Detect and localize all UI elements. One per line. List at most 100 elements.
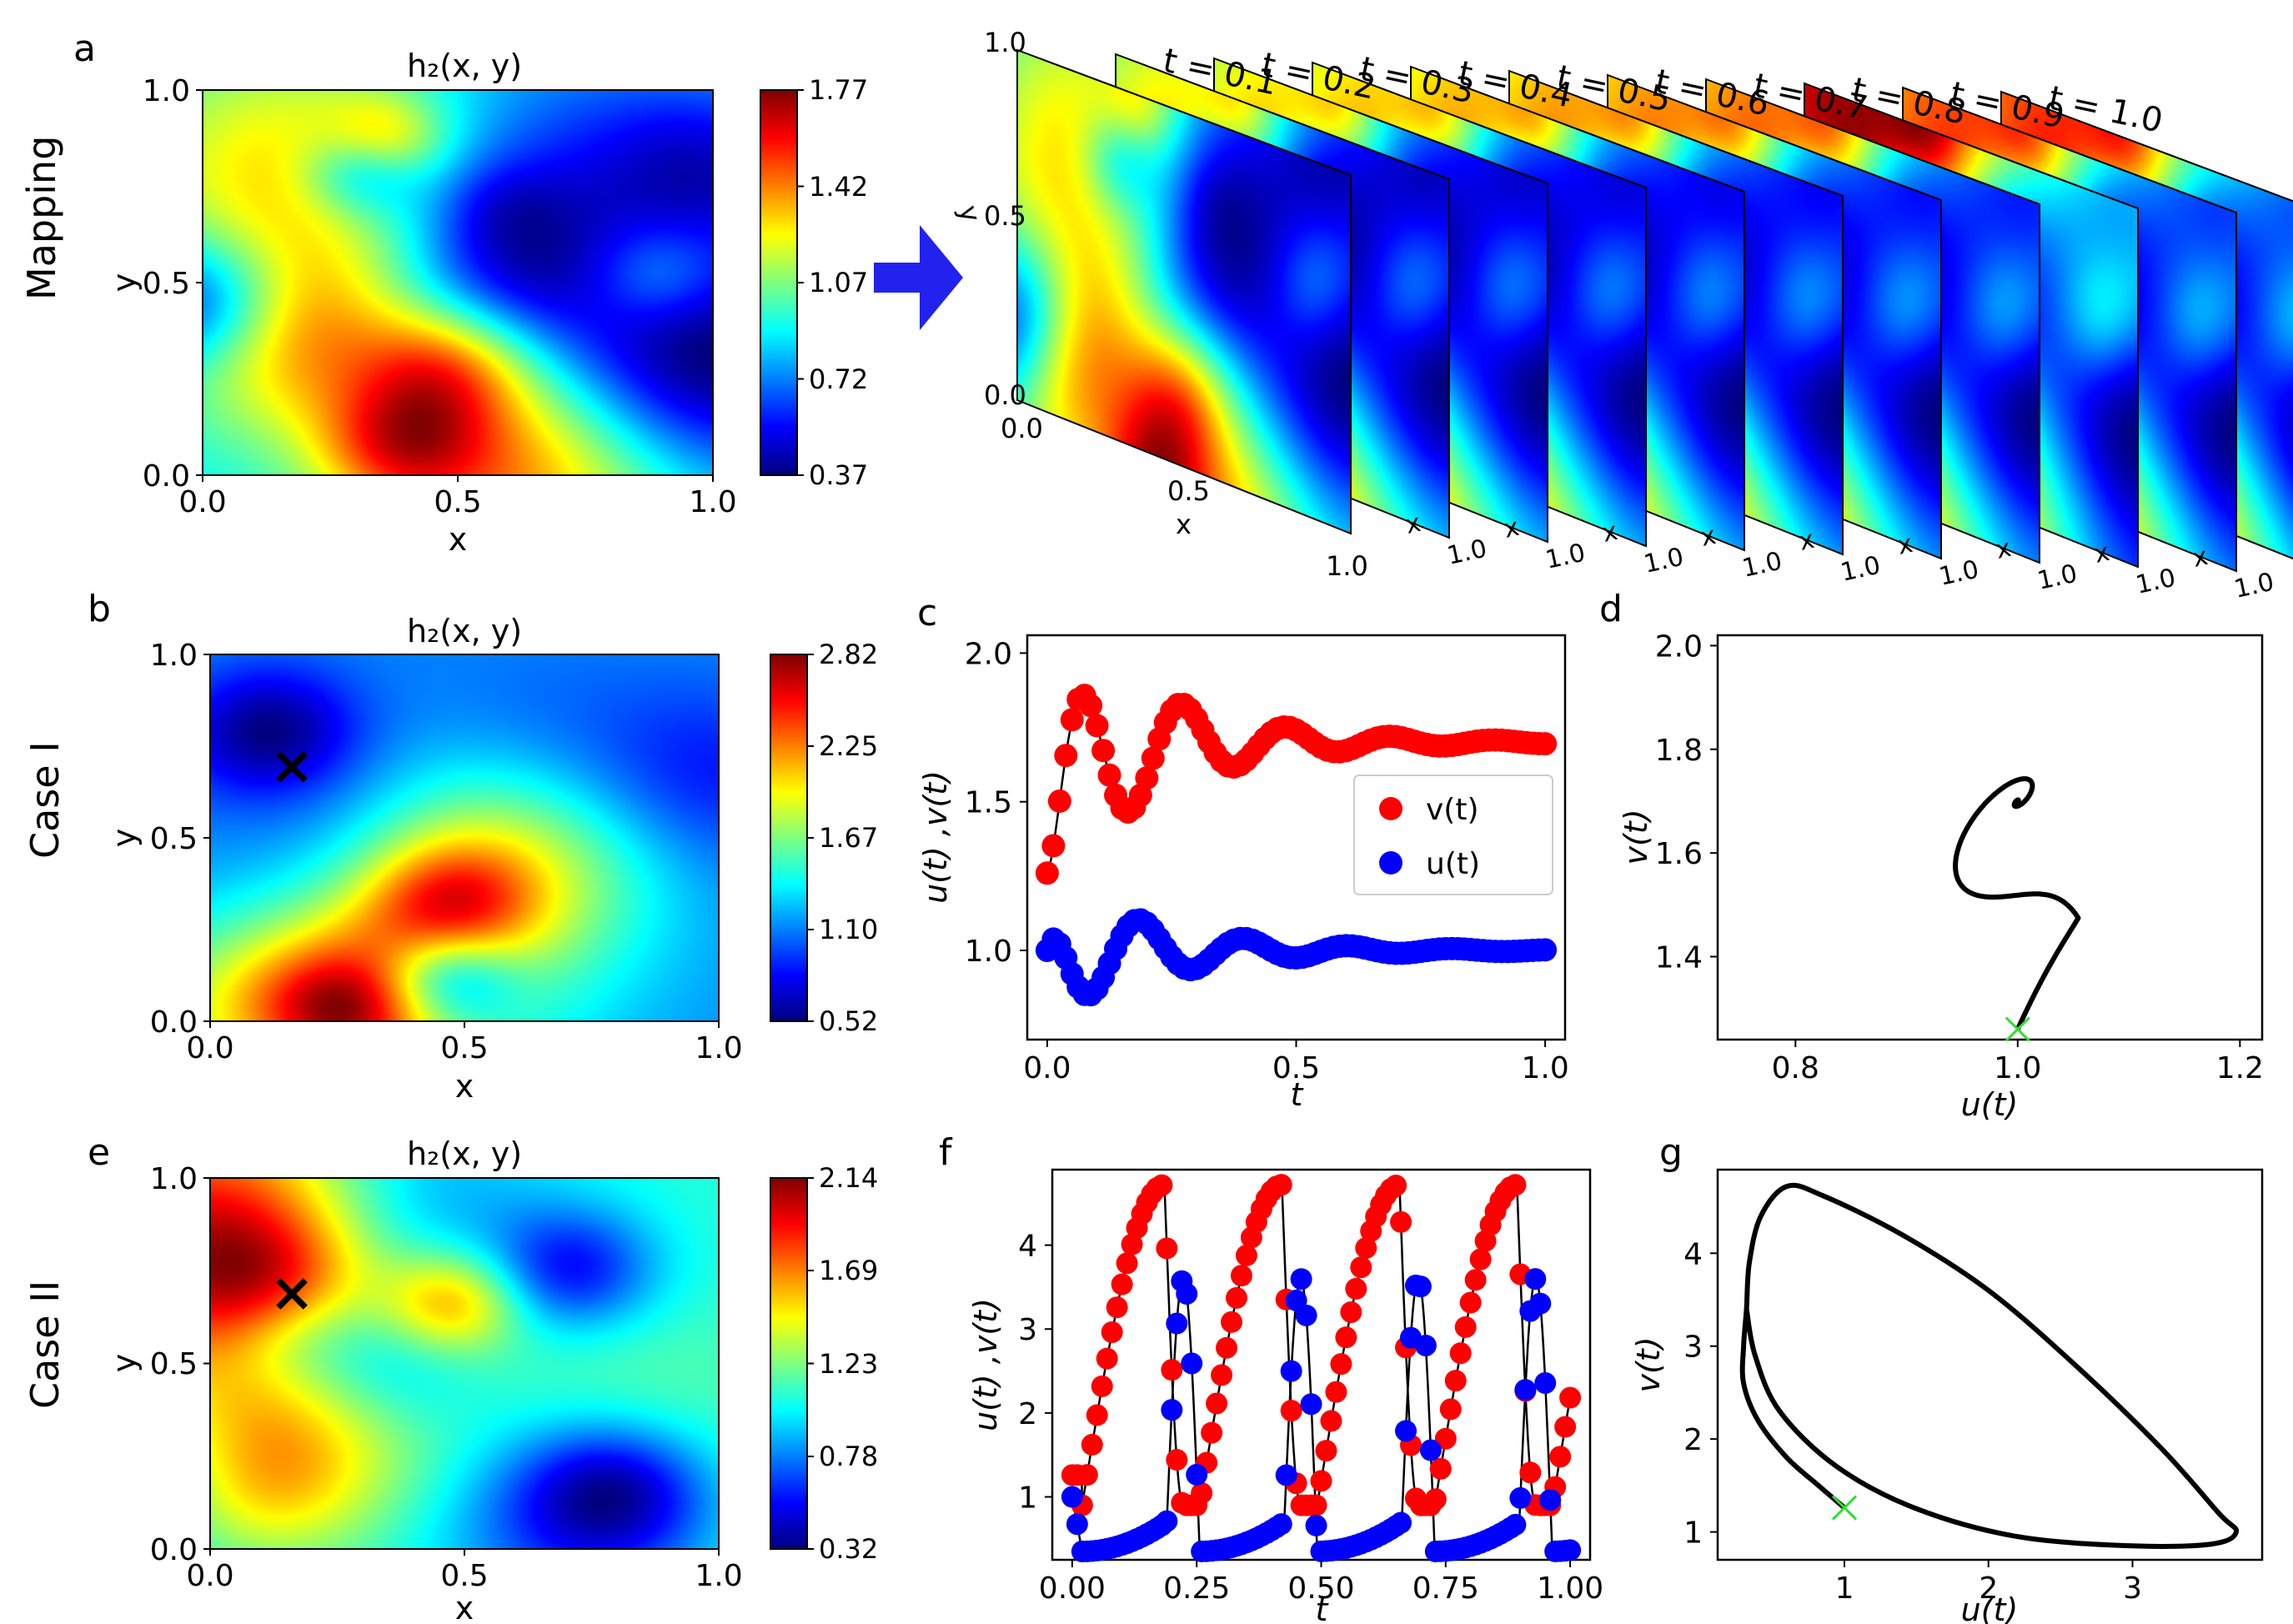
stack-ytick-mid: 0.5	[984, 200, 1026, 232]
xtick-label: 0.75	[1412, 1571, 1479, 1606]
v-point	[1116, 1252, 1138, 1275]
plot-c: 0.0 0.5 1.0 1.0 1.5 2.0 t u(t) ,v(t) v(t) u(t…	[917, 634, 1569, 1113]
mapping-arrow	[874, 225, 963, 330]
plot-g-start-marker	[1831, 1495, 1858, 1521]
heatmap-e: h₂(x, y) × 0.0 0.5 1.0 0.0 0.5 1.0 x y 2…	[106, 1135, 878, 1624]
v-point	[1305, 1494, 1327, 1516]
u-point	[1559, 1539, 1582, 1561]
xtick-label: 2	[1979, 1571, 1998, 1606]
v-point	[1085, 714, 1109, 738]
colorbar-a-tick-label: 1.42	[809, 171, 868, 203]
heatmap-a: h₂(x, y) 0.0 0.5 1.0 0.0 0.5 1.0 x y 1.7…	[106, 48, 868, 558]
v-point	[1091, 1375, 1113, 1397]
ytick-label: 1.8	[1655, 734, 1703, 768]
heatmap-b-title: h₂(x, y)	[407, 613, 522, 649]
stack-xtick-end: 1.0	[1641, 543, 1686, 579]
plot-d-ylabel: v(t)	[1618, 809, 1654, 865]
stack-xtick-end: 1.0	[1936, 555, 1981, 592]
v-point	[1454, 1316, 1477, 1338]
v-point	[1201, 1421, 1223, 1444]
v-point	[1091, 739, 1116, 763]
ytick-label: 3	[1018, 1313, 1037, 1347]
colorbar-b	[770, 654, 808, 1022]
v-point	[1225, 1286, 1247, 1309]
u-point	[1166, 1312, 1188, 1335]
u-point	[1300, 1393, 1322, 1416]
stack-panel-frame	[1016, 48, 1352, 535]
panel-e-label: e	[88, 1131, 110, 1174]
u-point	[1161, 1399, 1183, 1421]
stack-xtick-end: 1.0	[1838, 551, 1883, 588]
v-point	[1549, 1446, 1572, 1468]
u-point	[1156, 1510, 1178, 1532]
v-point	[1086, 1404, 1108, 1426]
ytick-label: 4	[1018, 1230, 1037, 1264]
colorbar-e-tick-label: 1.69	[819, 1255, 878, 1286]
legend-u-marker	[1379, 851, 1402, 875]
panel-b-label: b	[88, 588, 111, 630]
colorbar-a-tick-label: 1.07	[809, 267, 868, 298]
legend-u-label: u(t)	[1426, 847, 1480, 881]
v-point	[1444, 1370, 1467, 1392]
ytick-label: 2.0	[965, 637, 1012, 671]
v-point	[1280, 1400, 1302, 1422]
v-point	[1081, 1433, 1103, 1456]
ytick-label: 2	[1018, 1397, 1037, 1431]
v-point	[1047, 789, 1071, 813]
ytick-label: 1.5	[965, 786, 1012, 820]
xtick-label: 0.0	[1023, 1051, 1071, 1085]
heatmap-a-xlabel: x	[449, 521, 468, 558]
colorbar-b-tick-label: 0.52	[819, 1005, 878, 1037]
colorbar-e-tick-label: 0.32	[819, 1533, 878, 1565]
u-point	[1504, 1513, 1527, 1536]
heatmap-e-ytick-label: 0.0	[150, 1533, 198, 1567]
heatmap-e-title: h₂(x, y)	[407, 1135, 522, 1172]
v-point	[1340, 1301, 1362, 1323]
heatmap-a-title: h₂(x, y)	[407, 48, 522, 84]
stack-ytick-top: 1.0	[984, 27, 1026, 58]
row-label-mapping: Mapping	[19, 136, 64, 300]
v-point	[1151, 1174, 1173, 1196]
plot-c-legend: v(t) u(t)	[1353, 774, 1553, 895]
xtick-label: 1	[1835, 1571, 1854, 1606]
stack-xtick-end: 1.0	[1543, 539, 1588, 575]
stack-xtick-start: 0.0	[1001, 413, 1043, 444]
u-point	[1514, 1379, 1537, 1401]
xtick-label: 1.2	[2216, 1051, 2264, 1085]
plot-g-trajectory	[1739, 1182, 2240, 1549]
stack-xtick-end: 1.0	[1326, 550, 1368, 582]
ytick-label: 1	[1683, 1516, 1703, 1551]
heatmap-a-ytick-label: 1.0	[143, 74, 190, 108]
plot-g: 1 2 3 1 2 3 4 u(t) v(t)	[1630, 1168, 2264, 1624]
v-point	[1310, 1470, 1332, 1492]
u-point	[1409, 1276, 1432, 1298]
v-point	[1054, 744, 1078, 768]
v-point	[1270, 1174, 1292, 1196]
legend-box	[1353, 774, 1553, 895]
u-point	[1539, 1489, 1562, 1511]
plot-d: 0.8 1.0 1.2 1.4 1.6 1.8 2.0 u(t) v(t)	[1618, 629, 2264, 1123]
plot-f-ylabel: u(t) ,v(t)	[967, 1298, 1004, 1431]
plot-f-points	[1061, 1174, 1582, 1562]
xtick-label: 0.50	[1287, 1571, 1354, 1606]
v-point	[1166, 1449, 1188, 1471]
heatmap-e-ylabel: y	[106, 1354, 143, 1373]
panel-a-label: a	[73, 28, 96, 70]
heatmap-e-xtick-label: 1.0	[695, 1559, 742, 1593]
plot-c-points	[1035, 684, 1558, 1007]
heatmap-b-ylabel: y	[106, 829, 143, 848]
v-point	[1121, 1233, 1143, 1256]
heatmap-b-ytick-label: 1.0	[150, 639, 198, 673]
v-point	[1211, 1364, 1233, 1386]
v-point	[1519, 1461, 1542, 1484]
v-point	[1424, 1488, 1447, 1511]
stack-xtick-end: 1.0	[2231, 568, 2276, 604]
plot-f: 0.00 0.25 0.50 0.75 1.00 1 2 3 4 t u(t) ,v(t)	[967, 1168, 1603, 1624]
row-label-case-2: Case II	[23, 1281, 68, 1409]
u-point	[1305, 1514, 1327, 1536]
v-point	[1076, 1464, 1098, 1486]
u-point	[1066, 1513, 1088, 1536]
u-point	[1275, 1464, 1297, 1486]
ytick-label: 1.0	[965, 935, 1012, 969]
v-point	[1096, 1347, 1118, 1370]
